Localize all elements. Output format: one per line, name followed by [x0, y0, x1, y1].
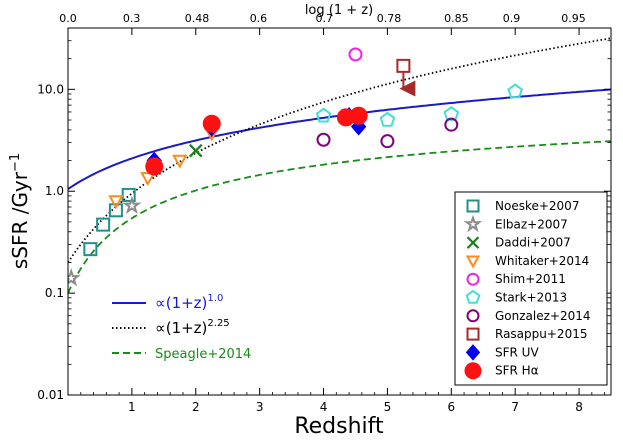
marker-noeske-2007 [83, 242, 98, 257]
top-tick-label: 0.9 [503, 12, 521, 25]
curve-legend: ∝(1+z)1.0 ∝(1+z)2.25 Speagle+2014 [112, 293, 251, 362]
marker-noeske-2007 [121, 187, 136, 202]
legend-marker [466, 199, 480, 213]
marker-elbaz-2007 [68, 268, 81, 287]
legend-marker [466, 236, 480, 249]
marker-rasappu-2015 [396, 58, 411, 73]
x-tick-label: 1 [128, 400, 136, 414]
legend-marker [466, 327, 480, 341]
axes: 1 2 3 4 5 6 7 8 0.01 0.1 1.0 10.0 0.0 0.3 0.48 0.6 0.7 0.… [37, 12, 611, 414]
marker-stark-2013 [507, 83, 523, 99]
top-tick-label: 0.0 [59, 12, 77, 25]
x-tick-label: 2 [192, 400, 200, 414]
curve-legend-label: Speagle+2014 [155, 347, 251, 362]
plot-frame [67, 27, 612, 396]
legend-box [454, 191, 608, 386]
marker-sfr-h- [145, 157, 164, 176]
svg-text:Redshift: Redshift [294, 414, 384, 438]
marker-gonzalez-2014 [444, 117, 459, 132]
legend-marker [465, 255, 481, 269]
legend-marker [465, 344, 481, 361]
marker-noeske-2007 [96, 217, 111, 232]
y-tick-label: 10.0 [37, 82, 64, 96]
marker-gonzalez-2014 [380, 134, 395, 149]
marker-sfr-h- [349, 106, 368, 125]
top-axis-title: log (1 + z) [305, 3, 373, 18]
legend-marker [463, 214, 483, 233]
top-tick-label: 0.3 [123, 12, 141, 25]
curve-dotted [68, 37, 611, 263]
x-tick-label: 4 [320, 400, 328, 414]
legend-label: Whitaker+2014 [495, 254, 589, 268]
top-tick-label: 0.78 [377, 12, 402, 25]
y-tick-label: 0.1 [45, 286, 64, 300]
x-tick-label: 6 [447, 400, 455, 414]
marker-stark-2013 [315, 107, 332, 123]
legend-label: SFR Hα [495, 364, 539, 378]
svg-text:log (1 + z): log (1 + z) [305, 3, 373, 18]
marker-whitaker-2014 [140, 172, 156, 187]
legend-marker [465, 289, 481, 304]
curve-legend-label: ∝(1+z)1.0 [155, 293, 223, 312]
marker-whitaker-2014 [172, 154, 188, 169]
legend-marker [464, 362, 482, 380]
marker-elbaz-2007 [122, 195, 142, 214]
legend-label: Daddi+2007 [495, 236, 571, 250]
legend-label: SFR UV [495, 345, 539, 359]
legend-label: Shim+2011 [495, 272, 566, 286]
legend: Noeske+2007 Elbaz+2007 Daddi+2007 Whitaker+… [454, 191, 608, 386]
curve-solid [68, 88, 611, 190]
legend-label: Gonzalez+2014 [495, 309, 591, 323]
x-axis-title: Redshift [294, 414, 384, 439]
top-tick-label: 0.7 [316, 12, 334, 25]
y-axis-title: sSFR /Gyr−1 [8, 153, 32, 269]
legend-label: Rasappu+2015 [495, 327, 587, 341]
marker-daddi-2007 [188, 143, 203, 158]
y-tick-label: 0.01 [37, 388, 64, 402]
x-tick-label: 3 [256, 400, 264, 414]
y-tick-label: 1.0 [45, 184, 64, 198]
x-tick-label: 5 [384, 400, 392, 414]
marker-sfr-h- [202, 114, 221, 133]
marker-gonzalez-2014 [316, 132, 331, 147]
legend-label: Elbaz+2007 [495, 217, 568, 231]
marker-whitaker-2014 [108, 195, 124, 210]
top-tick-label: 0.6 [250, 12, 268, 25]
top-tick-label: 0.48 [185, 12, 210, 25]
curve-dashed [68, 140, 611, 294]
x-tick-label: 7 [511, 400, 519, 414]
legend-label: Stark+2013 [495, 291, 567, 305]
marker-noeske-2007 [108, 203, 123, 218]
marker-stark-2013 [379, 111, 396, 127]
curve-legend-label: ∝(1+z)2.25 [155, 318, 230, 337]
legend-marker [466, 309, 480, 323]
x-tick-label: 8 [575, 400, 583, 414]
legend-marker [466, 272, 480, 286]
top-tick-label: 0.95 [561, 12, 586, 25]
svg-text:sSFR /Gyr−1: sSFR /Gyr−1 [8, 153, 32, 269]
marker-stark-2013 [443, 105, 460, 121]
data-markers [68, 47, 523, 287]
marker-shim-2011 [348, 47, 363, 62]
top-tick-label: 0.85 [444, 12, 469, 25]
legend-label: Noeske+2007 [495, 199, 579, 213]
